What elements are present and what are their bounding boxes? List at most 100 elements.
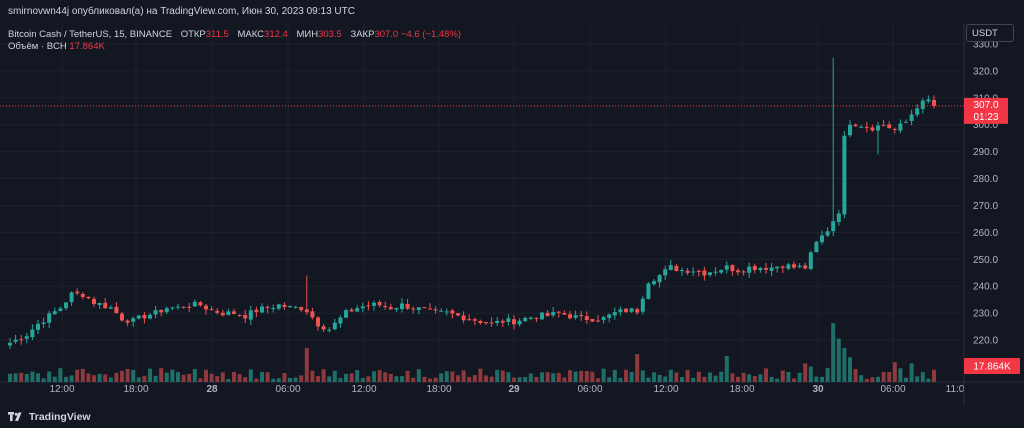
- y-tick-label: 280.0: [973, 174, 998, 185]
- volume-bar: [8, 373, 12, 382]
- volume-bar: [13, 373, 18, 382]
- volume-bar: [170, 369, 175, 382]
- volume-bar: [30, 371, 35, 382]
- volume-label: Объём · BCH: [8, 41, 67, 52]
- candle-body: [254, 309, 259, 313]
- volume-bar: [125, 369, 130, 382]
- candle-body: [590, 318, 595, 322]
- candle-body: [360, 306, 365, 309]
- volume-bar: [624, 369, 628, 382]
- chart-legend: Bitcoin Cash / TetherUS, 15, BINANCE ОТК…: [8, 29, 461, 53]
- volume-bar: [254, 378, 259, 382]
- volume-bar: [657, 374, 662, 382]
- candle-body: [909, 114, 914, 121]
- volume-bar: [232, 371, 236, 382]
- candle-body: [30, 329, 35, 338]
- candle-body: [724, 265, 729, 270]
- candle-body: [534, 317, 539, 319]
- volume-bar: [64, 376, 68, 382]
- candle-body: [344, 310, 348, 318]
- volume-bar: [181, 374, 186, 382]
- volume-bar: [439, 373, 444, 382]
- candle-body: [41, 322, 46, 324]
- candle-body: [629, 308, 634, 312]
- candle-body: [86, 296, 91, 299]
- volume-bar: [388, 373, 393, 382]
- candle-body: [741, 271, 746, 273]
- volume-bar: [422, 376, 427, 382]
- candle-body: [926, 99, 931, 102]
- volume-bar: [579, 370, 584, 382]
- volume-bar: [97, 373, 102, 382]
- x-tick-label: 12:00: [351, 384, 376, 395]
- volume-bar: [523, 377, 528, 382]
- candle-body: [887, 124, 892, 129]
- volume-bar: [926, 378, 931, 382]
- volume-bar: [120, 370, 124, 382]
- volume-bar: [19, 372, 24, 382]
- volume-bar: [920, 372, 925, 382]
- volume-bar: [108, 377, 113, 382]
- candle-body: [820, 235, 824, 243]
- volume-bar: [528, 373, 533, 382]
- candle-body: [209, 309, 214, 311]
- candle-body: [433, 309, 438, 311]
- y-tick-label: 320.0: [973, 66, 998, 77]
- x-tick-label: 12:00: [49, 384, 74, 395]
- candle-body: [383, 306, 388, 308]
- volume-bar: [663, 376, 668, 382]
- volume-bar: [892, 362, 897, 382]
- x-tick-label: 18:00: [426, 384, 451, 395]
- candle-body: [36, 323, 40, 330]
- close-value: 307.0: [374, 29, 399, 40]
- volume-bar: [450, 371, 455, 382]
- volume-bar: [461, 370, 466, 382]
- volume-bar: [377, 370, 382, 382]
- volume-bar: [316, 376, 320, 382]
- candle-body: [892, 128, 897, 130]
- volume-bar: [271, 378, 276, 382]
- candle-body: [612, 312, 617, 316]
- volume-bar: [220, 372, 225, 382]
- volume-bar: [47, 371, 52, 382]
- price-chart[interactable]: 220.0 230.0 240.0 250.0 260.0 270.0 280.0 290.0…: [0, 24, 1024, 406]
- volume-bar: [696, 371, 701, 382]
- candle-body: [640, 298, 645, 312]
- candle-body: [814, 241, 819, 253]
- volume-bar: [405, 370, 410, 382]
- chart-area[interactable]: 220.0 230.0 240.0 250.0 260.0 270.0 280.0 290.0…: [0, 24, 1024, 406]
- candle-body: [103, 302, 108, 309]
- candle-body: [282, 304, 287, 307]
- candle-body: [422, 307, 427, 309]
- volume-row: Объём · BCH 17.864K: [8, 41, 461, 53]
- candle-body: [461, 315, 466, 321]
- volume-bar: [713, 375, 718, 382]
- volume-bar: [366, 376, 371, 382]
- candle-body: [411, 308, 416, 310]
- volume-bar: [629, 371, 634, 382]
- volume-bar: [310, 370, 315, 382]
- volume-bar: [775, 378, 780, 382]
- candle-body: [416, 307, 421, 310]
- y-tick-label: 270.0: [973, 201, 998, 212]
- volume-bar: [80, 368, 85, 382]
- close-label: ЗАКР: [350, 29, 375, 40]
- candle-body: [517, 320, 522, 325]
- countdown-label: 01:23: [973, 112, 998, 123]
- volume-bar: [584, 371, 589, 382]
- volume-bar: [741, 372, 746, 382]
- volume-bar: [601, 368, 606, 382]
- candle-body: [747, 266, 752, 273]
- candle-body: [310, 311, 315, 318]
- volume-bar: [562, 377, 567, 382]
- currency-button[interactable]: USDT: [966, 24, 1014, 42]
- volume-bar: [24, 373, 29, 382]
- candle-body: [568, 314, 572, 319]
- candle-body: [680, 270, 684, 272]
- candle-body: [439, 310, 444, 312]
- volume-bar: [842, 347, 847, 382]
- y-tick-label: 240.0: [973, 282, 998, 293]
- candle-body: [545, 312, 550, 317]
- volume-bar: [428, 378, 432, 382]
- volume-bar: [803, 363, 808, 382]
